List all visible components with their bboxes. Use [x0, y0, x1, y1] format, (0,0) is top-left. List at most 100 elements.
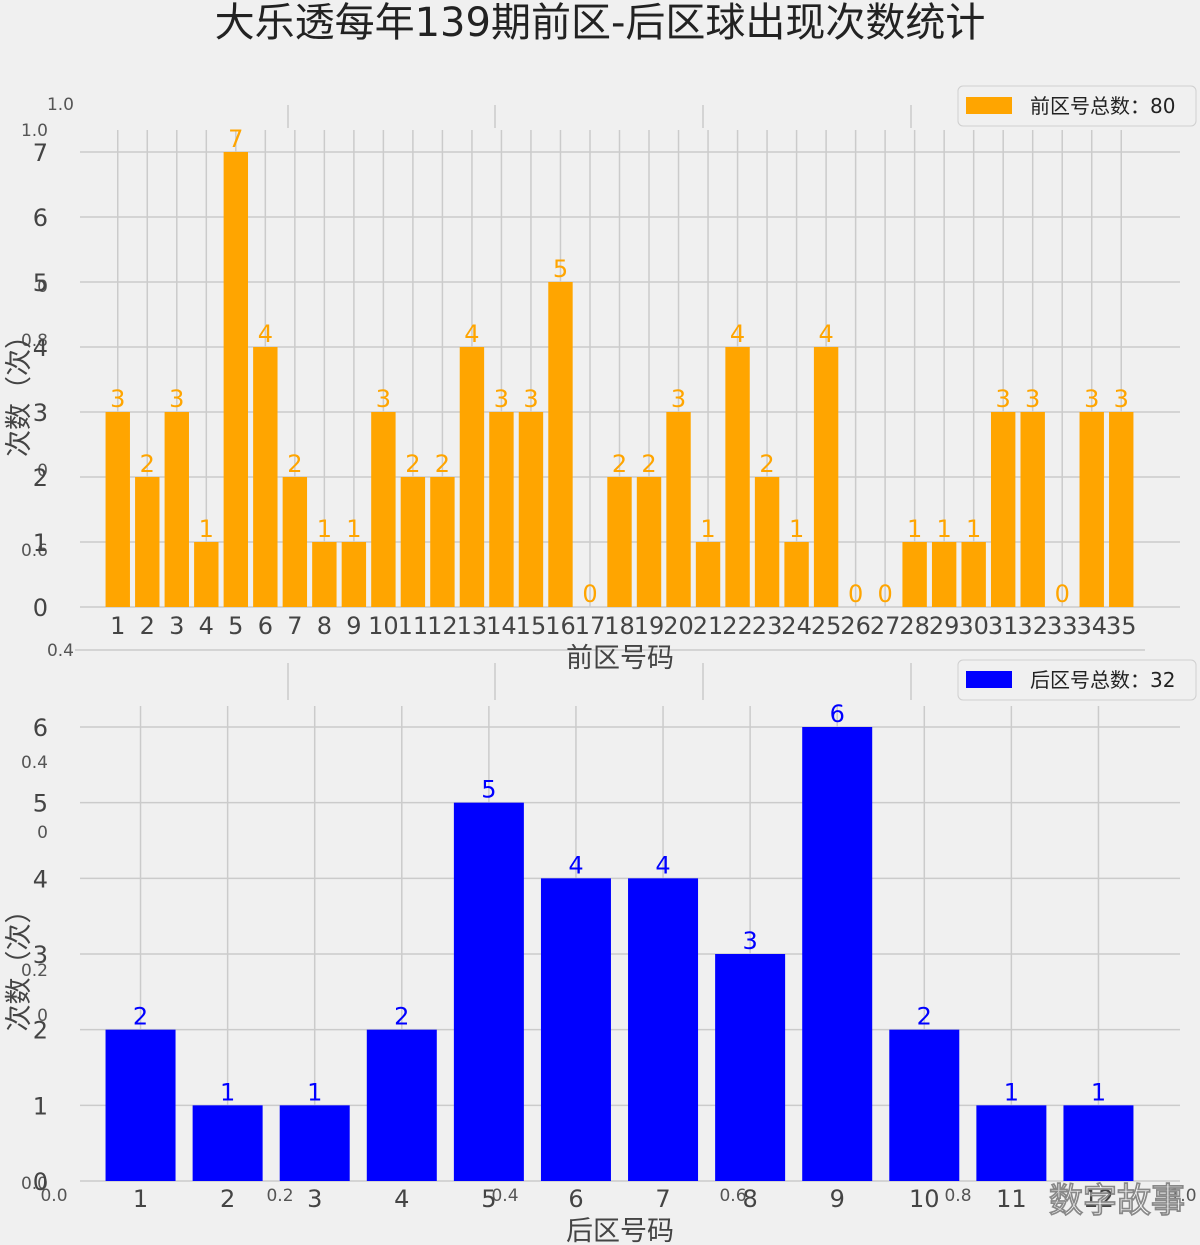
bar-value-label: 5 — [553, 255, 568, 283]
x-tick-label: 11 — [996, 1185, 1027, 1213]
bar-value-label: 6 — [830, 700, 845, 728]
bar — [312, 542, 337, 607]
x-tick-label: 10 — [368, 612, 399, 640]
bar — [813, 347, 839, 607]
bar-value-label: 3 — [671, 385, 686, 413]
bg-ytick-label: 0 — [37, 1006, 48, 1026]
bg-ytick-label: 0.4 — [21, 753, 48, 773]
bar-value-label: 3 — [1114, 385, 1129, 413]
bar-value-label: 3 — [376, 385, 391, 413]
bar — [282, 477, 308, 607]
y-tick-label: 0 — [33, 1168, 48, 1196]
bar-value-label: 3 — [169, 385, 184, 413]
bar — [1020, 412, 1045, 607]
x-tick-label: 1 — [133, 1185, 148, 1213]
x-tick-label: 19 — [634, 612, 665, 640]
bar-value-label: 2 — [435, 450, 450, 478]
bar — [1109, 412, 1134, 607]
bg-xtick-label: 0.8 — [944, 1186, 971, 1206]
bg-ytick-label: 0 — [37, 277, 48, 297]
background-axes: 1.01.000.800.60.40.400.200.00.0 0.2 0.4 0.6… — [21, 95, 1197, 1206]
bar — [192, 1105, 263, 1181]
bar — [105, 1029, 176, 1181]
bar-value-label: 1 — [937, 515, 952, 543]
bar — [400, 477, 426, 607]
bar — [459, 347, 485, 607]
bar-value-label: 1 — [317, 515, 332, 543]
bar-value-label: 4 — [464, 320, 479, 348]
bar-value-label: 1 — [907, 515, 922, 543]
x-tick-label: 20 — [663, 612, 694, 640]
x-tick-label: 9 — [830, 1185, 845, 1213]
bar-value-label: 4 — [568, 851, 583, 879]
bg-ytick-label: 0.6 — [21, 541, 48, 561]
y-tick-label: 1 — [33, 1092, 48, 1120]
y-tick-label: 4 — [33, 865, 48, 893]
x-tick-label: 1 — [110, 612, 125, 640]
x-tick-label: 33 — [1047, 612, 1078, 640]
legend-box — [957, 659, 1197, 701]
bar-value-label: 1 — [1004, 1078, 1019, 1106]
bg-ytick-label: 1.0 — [21, 121, 48, 141]
bar-value-label: 3 — [523, 385, 538, 413]
bar — [976, 1105, 1047, 1181]
bar — [371, 412, 396, 607]
bg-ytick-label: 0 — [37, 823, 48, 843]
bar-value-label: 1 — [789, 515, 804, 543]
bg-ytick-label: 0.0 — [21, 1174, 48, 1194]
x-axis-label: 后区号码 — [566, 1216, 674, 1245]
x-tick-label: 7 — [655, 1185, 670, 1213]
bg-xtick-label: 0.4 — [491, 1186, 518, 1206]
x-tick-label: 4 — [394, 1185, 409, 1213]
bar — [540, 878, 611, 1181]
bg-ytick-label: 0 — [37, 461, 48, 481]
watermark: 数字故事 — [1049, 1181, 1185, 1221]
bar-value-label: 2 — [641, 450, 656, 478]
y-tick-label: 4 — [33, 334, 48, 362]
x-tick-label: 2 — [220, 1185, 235, 1213]
bar-value-label: 3 — [110, 385, 125, 413]
x-tick-label: 12 — [427, 612, 458, 640]
bar-value-label: 2 — [394, 1003, 409, 1031]
bar-value-label: 1 — [220, 1078, 235, 1106]
bar — [889, 1029, 960, 1181]
bar — [715, 954, 786, 1181]
bar — [279, 1105, 350, 1181]
legend-swatch — [966, 97, 1012, 114]
bar — [341, 542, 367, 607]
bar — [802, 727, 873, 1181]
bar-value-label: 0 — [1055, 580, 1070, 608]
bar — [636, 477, 662, 607]
x-tick-label: 35 — [1106, 612, 1137, 640]
x-tick-label: 5 — [481, 1185, 496, 1213]
legend: 前区号总数：80 — [957, 85, 1197, 127]
bar — [135, 477, 160, 607]
bar — [489, 412, 514, 607]
y-tick-label: 7 — [33, 139, 48, 167]
bg-ytick-label: 0.8 — [21, 331, 48, 351]
x-tick-label: 6 — [568, 1185, 583, 1213]
y-tick-label: 0 — [33, 594, 48, 622]
x-tick-label: 3 — [307, 1185, 322, 1213]
y-axis-label: 次数（次） — [4, 897, 35, 1032]
bar-value-label: 2 — [133, 1003, 148, 1031]
x-tick-label: 8 — [742, 1185, 757, 1213]
x-tick-label: 14 — [486, 612, 517, 640]
bar — [990, 412, 1016, 607]
x-tick-label: 9 — [346, 612, 361, 640]
bar — [725, 347, 750, 607]
y-tick-label: 6 — [33, 714, 48, 742]
x-tick-label: 10 — [909, 1185, 940, 1213]
x-tick-label: 5 — [228, 612, 243, 640]
bg-xtick-label: 0.6 — [719, 1186, 746, 1206]
bar — [754, 477, 780, 607]
x-tick-label: 8 — [317, 612, 332, 640]
x-tick-label: 3 — [169, 612, 184, 640]
bar — [666, 412, 691, 607]
x-tick-label: 15 — [516, 612, 547, 640]
bar — [105, 412, 130, 607]
legend-label: 后区号总数：32 — [1030, 668, 1175, 692]
bar-value-label: 2 — [759, 450, 774, 478]
legend-swatch — [966, 671, 1012, 688]
